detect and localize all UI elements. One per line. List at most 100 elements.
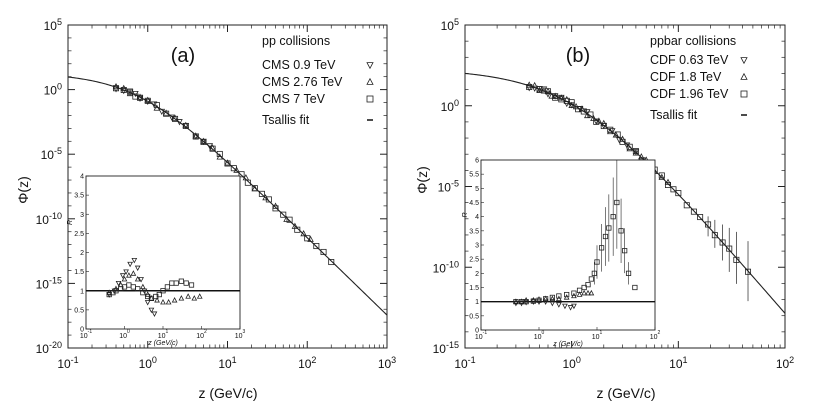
panel-a-legend-label: Tsallis fit	[262, 113, 310, 127]
panel-a-data-point	[112, 82, 120, 90]
panel-a-inset-data-point	[188, 282, 195, 288]
panel-b-inset-data-point	[523, 299, 529, 305]
panel-b-data-point	[614, 131, 621, 138]
panel-b-data-point	[658, 173, 666, 180]
panel-b-series-2	[526, 84, 752, 275]
panel-a-data-point	[251, 185, 258, 192]
panel-b-inset-x-tick-label: 10-1	[475, 330, 487, 341]
panel-a-inset-x-tick-label-exp: 1	[166, 329, 169, 335]
panel-a: 10-1 100 101 102 10310-2010-1510-1010-510010…	[15, 17, 396, 401]
panel-a-inset-y-tick-label: 0	[80, 327, 84, 334]
panel-a-data-point	[286, 216, 293, 223]
panel-a-data-point	[120, 84, 128, 91]
panel-b-x-tick-label-base: 10	[562, 357, 576, 371]
panel-b-inset-data-point	[562, 303, 568, 310]
panel-a-inset-data-point	[173, 280, 179, 286]
panel-a-inset-data-point	[191, 295, 198, 301]
panel-b-data-point	[626, 145, 633, 152]
panel-b-inset-data-point	[513, 299, 519, 305]
panel-b-inset-data-point	[564, 291, 570, 298]
panel-a-inset-frame	[85, 175, 241, 330]
panel-a-y-tick-label-base: 10	[44, 19, 58, 33]
panel-b-inset-data-point	[588, 289, 595, 296]
panel-b-x-tick-label-exp: 1	[683, 355, 688, 365]
panel-a-data-point	[300, 230, 307, 237]
panel-a-x-tick-label: 101	[218, 355, 236, 371]
panel-b-y-tick-label-base: 10	[433, 342, 447, 356]
panel-b-data-point	[632, 149, 640, 156]
panel-a-inset-data-point	[138, 277, 144, 283]
panel-a-data-point	[200, 138, 207, 145]
panel-a-y-tick-label: 10-15	[36, 275, 62, 291]
panel-a-data-point	[265, 196, 272, 203]
panel-b-inset-data-point	[610, 214, 616, 220]
panel-a-inset-data-point	[185, 293, 192, 299]
panel-b-inset-y-tick-label: 5	[475, 186, 479, 193]
panel-b-inset: 00.511.522.533.544.555.5610-1100101102Rz…	[462, 158, 661, 349]
panel-b-inset-data-point	[588, 276, 594, 282]
panel-b-inset-data-point	[555, 302, 562, 308]
panel-a-data-point	[280, 211, 287, 218]
panel-a-inset-data-point	[151, 311, 158, 317]
panel-a-inset-data-point	[178, 278, 184, 284]
panel-b-inset-data-point	[542, 299, 549, 305]
panel-a-inset-x-tick-label: 103	[235, 329, 246, 340]
panel-a-x-tick-label-base: 10	[218, 357, 232, 371]
panel-b-data-point	[531, 85, 538, 92]
panel-b-inset-x-tick-label-exp: 1	[600, 330, 603, 336]
panel-b-data-point	[658, 172, 665, 179]
panel-b-data-point	[632, 148, 639, 155]
panel-a-x-tick-label-base: 10	[139, 357, 153, 371]
panel-b-y-tick-label: 10-15	[433, 340, 459, 356]
panel-b-inset-data-point	[591, 270, 597, 276]
panel-b-legend-label: CDF 1.8 TeV	[650, 70, 722, 84]
panel-b-series-1	[525, 81, 672, 185]
panel-b-panel-label: (b)	[566, 45, 590, 67]
panel-a-y-tick-label-exp: -15	[49, 275, 62, 285]
panel-b-inset-y-tick-label: 4	[475, 214, 479, 221]
panel-b-x-tick-label: 102	[776, 355, 794, 371]
panel-a-data-point	[163, 110, 170, 117]
panel-a-y-axis-label: Φ(z)	[15, 176, 31, 204]
panel-a-data-point	[192, 133, 199, 140]
panel-a-x-tick-label: 103	[378, 355, 396, 371]
panel-b-data-point	[568, 99, 575, 106]
panel-b-inset-data-point	[530, 296, 537, 303]
panel-a-y-tick-label-exp: -20	[49, 340, 62, 350]
panel-b-data-point	[638, 153, 645, 160]
panel-b-inset-x-label: z (GeV/c)	[552, 341, 583, 348]
panel-a-data-point	[230, 165, 237, 172]
panel-a-data-point	[233, 166, 240, 173]
panel-b-inset-x-tick-label: 102	[650, 330, 661, 341]
panel-b-inset-data-point	[549, 294, 555, 301]
panel-a-data-point	[127, 88, 134, 95]
panel-a-inset-x-tick-label-exp: -1	[88, 329, 93, 335]
panel-b-y-tick-label: 105	[441, 17, 459, 33]
panel-a-data-point	[150, 101, 158, 108]
panel-a-inset-data-point	[165, 298, 172, 305]
panel-b-data-point	[531, 81, 538, 89]
panel-a-legend-marker	[366, 77, 374, 85]
panel-b-inset-x-tick-label-base: 10	[475, 334, 483, 341]
panel-b-data-point	[675, 190, 682, 197]
panel-a-inset-data-point	[183, 280, 189, 286]
panel-b-inset-data-point	[598, 245, 605, 251]
panel-a-x-tick-label-exp: 3	[391, 355, 396, 365]
panel-b-data-point	[563, 95, 571, 103]
panel-b-inset-data-point	[618, 228, 624, 234]
panel-a-y-tick-label: 100	[44, 82, 62, 98]
panel-a-data-point	[113, 85, 120, 92]
panel-b-inset-data-point	[523, 300, 529, 306]
panel-b-legend-marker	[740, 57, 748, 65]
panel-b-inset-x-tick-label-exp: 0	[542, 330, 545, 336]
panel-a-inset-y-tick-label: 1	[80, 288, 84, 295]
panel-a-inset-data-point	[113, 288, 119, 294]
panel-a-inset-x-tick-label-exp: 0	[127, 329, 130, 335]
panel-a-data-point	[176, 119, 183, 126]
panel-a-inset-x-tick-label-base: 10	[235, 333, 243, 340]
panel-a-data-point	[153, 102, 160, 109]
panel-b-inset-x-tick-label: 100	[534, 330, 545, 341]
panel-a-inset-data-point	[140, 283, 146, 290]
panel-a-data-point	[258, 190, 265, 197]
